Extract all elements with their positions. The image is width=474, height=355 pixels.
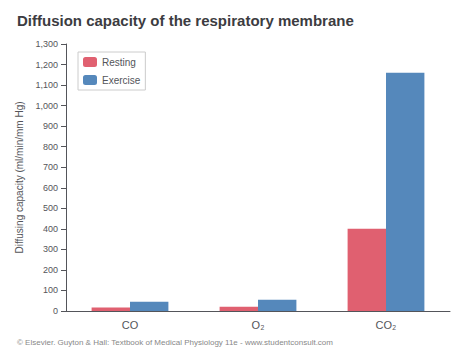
svg-text:500: 500 xyxy=(43,203,58,213)
svg-text:900: 900 xyxy=(43,121,58,131)
svg-text:Exercise: Exercise xyxy=(102,75,141,86)
svg-text:Diffusing capacity (ml/min/mm: Diffusing capacity (ml/min/mm Hg) xyxy=(14,101,25,253)
svg-text:Resting: Resting xyxy=(102,57,136,68)
svg-text:O₂: O₂ xyxy=(252,319,265,331)
svg-text:100: 100 xyxy=(43,285,58,295)
svg-text:300: 300 xyxy=(43,244,58,254)
svg-text:1,100: 1,100 xyxy=(35,80,58,90)
svg-text:700: 700 xyxy=(43,162,58,172)
svg-text:CO: CO xyxy=(122,319,139,331)
svg-text:0: 0 xyxy=(53,306,58,316)
svg-text:400: 400 xyxy=(43,224,58,234)
svg-text:1,300: 1,300 xyxy=(35,39,58,49)
svg-text:1,000: 1,000 xyxy=(35,101,58,111)
svg-text:© Elsevier. Guyton & Hall: Tex: © Elsevier. Guyton & Hall: Textbook of M… xyxy=(17,338,333,347)
svg-text:Diffusion capacity of the resp: Diffusion capacity of the respiratory me… xyxy=(17,12,354,29)
svg-text:600: 600 xyxy=(43,183,58,193)
svg-text:1,200: 1,200 xyxy=(35,60,58,70)
svg-text:200: 200 xyxy=(43,265,58,275)
svg-text:800: 800 xyxy=(43,142,58,152)
svg-text:CO₂: CO₂ xyxy=(376,319,397,331)
